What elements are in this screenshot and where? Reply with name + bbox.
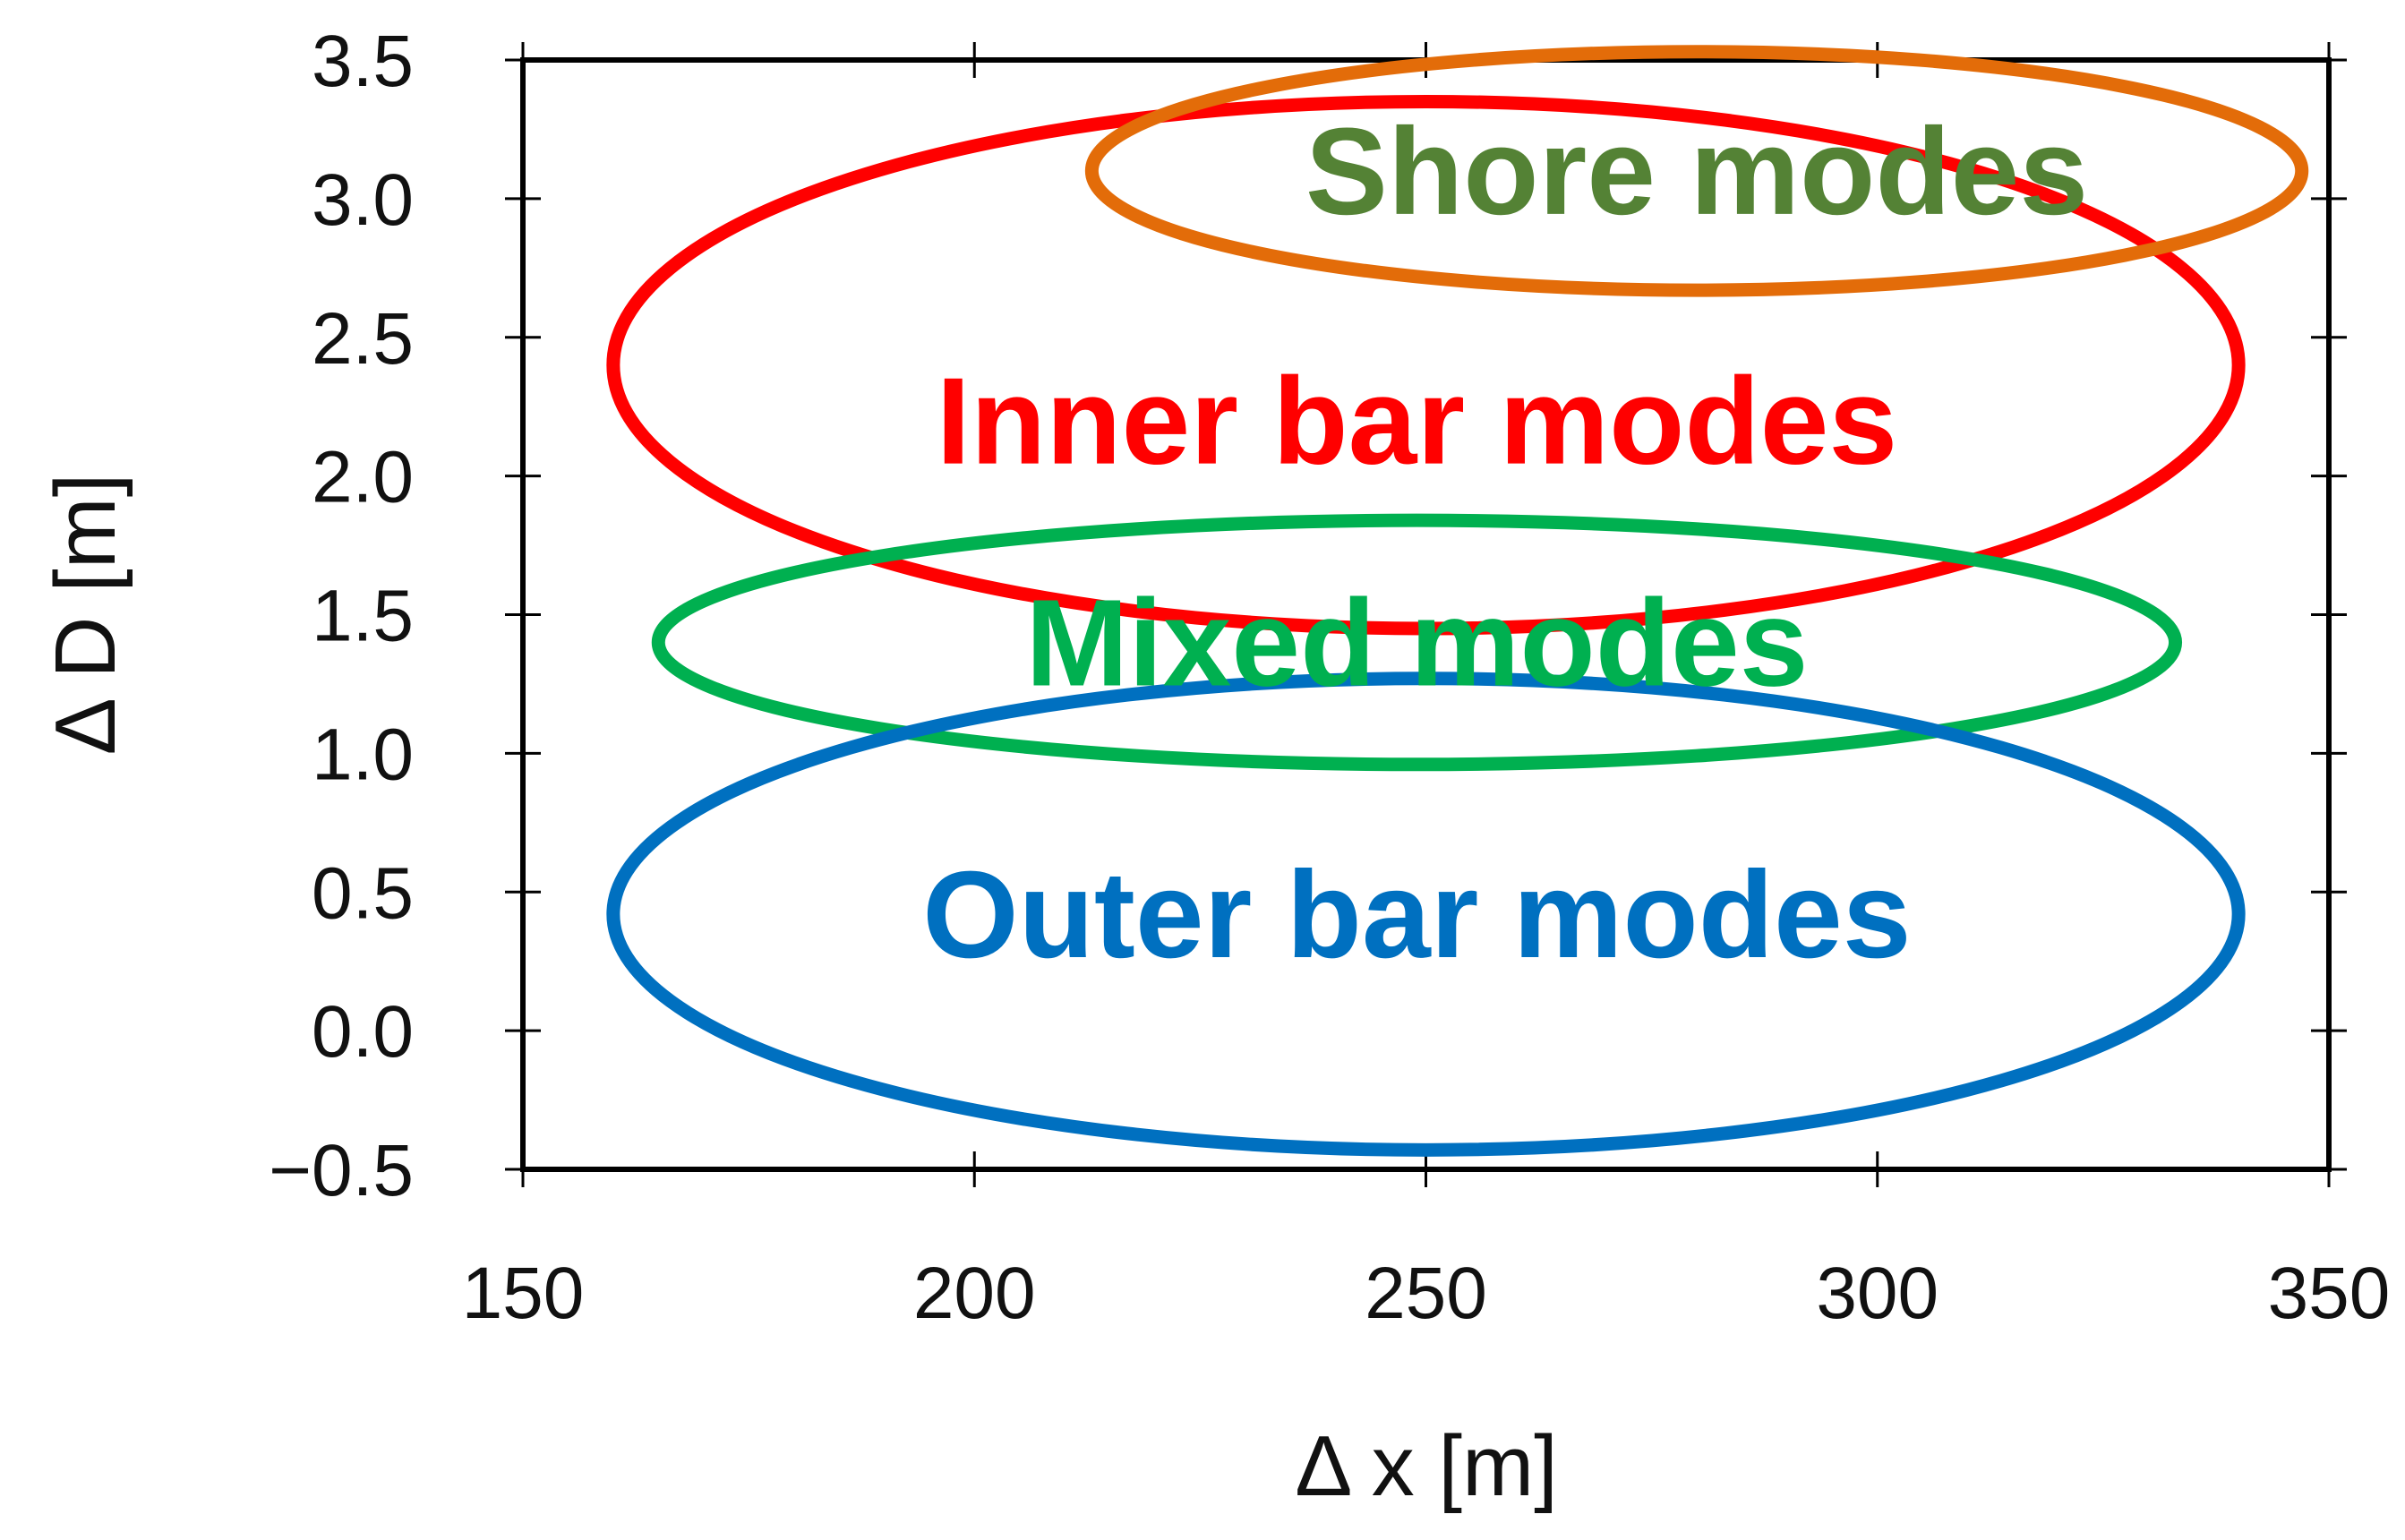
y-tick-label-3: 3.0 <box>312 159 414 241</box>
y-tick-label-3_5: 3.5 <box>312 21 414 102</box>
x-axis-label: Δ x [m] <box>1295 1418 1557 1514</box>
y-tick-label-1: 1.0 <box>312 714 414 795</box>
x-tick-label-250: 250 <box>1365 1253 1487 1334</box>
y-tick-label--0_5: −0.5 <box>269 1130 414 1211</box>
x-tick-label-200: 200 <box>913 1253 1036 1334</box>
outer-bar-modes-label: Outer bar modes <box>922 846 1911 984</box>
x-tick-label-300: 300 <box>1816 1253 1939 1334</box>
x-tick-label-350: 350 <box>2268 1253 2391 1334</box>
inner-bar-modes-ellipse <box>606 94 2246 636</box>
y-axis-label: Δ D [m] <box>38 474 133 756</box>
shore-modes-ellipse <box>1084 45 2309 297</box>
ticks-layer: 150 200 250 300 350 −0.5 0.0 0.5 1.0 1.5 2.0 2.5 3.0… <box>269 21 2390 1334</box>
x-tick-label-150: 150 <box>462 1253 585 1334</box>
y-tick-label-0_5: 0.5 <box>312 852 414 934</box>
y-tick-label-0: 0.0 <box>312 991 414 1073</box>
shore-modes-label: Shore modes <box>1305 103 2088 241</box>
inner-bar-modes-label: Inner bar modes <box>937 353 1898 491</box>
mixed-modes-ellipse <box>651 513 2183 772</box>
regions-layer <box>606 45 2309 1157</box>
y-tick-label-1_5: 1.5 <box>312 576 414 657</box>
outer-bar-modes-ellipse <box>606 672 2246 1157</box>
y-tick-label-2_5: 2.5 <box>312 298 414 380</box>
mixed-modes-label: Mixed modes <box>1025 574 1808 712</box>
y-tick-label-2: 2.0 <box>312 437 414 518</box>
region-labels-layer: Inner bar modes Shore modes Mixed modes Out… <box>922 103 2088 984</box>
